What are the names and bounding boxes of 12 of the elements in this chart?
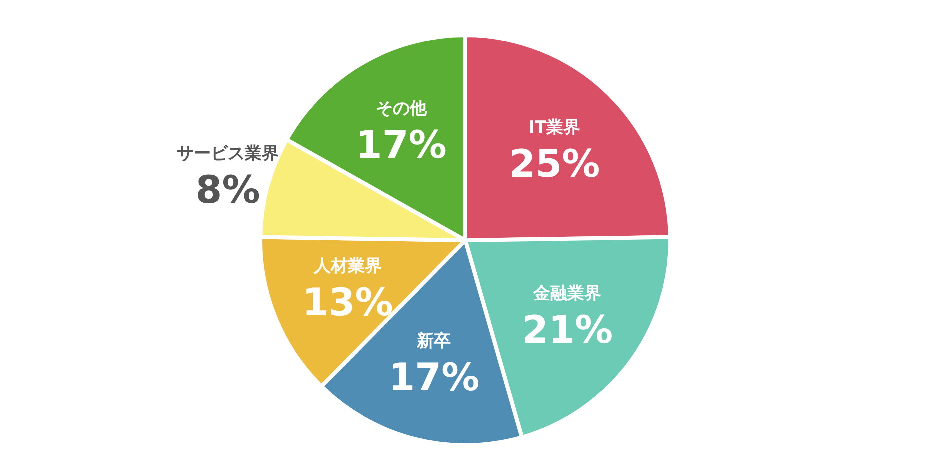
data-label: 17% (388, 356, 480, 400)
data-label: 17% (356, 122, 447, 167)
data-label: 21% (522, 308, 614, 352)
slice-label: 金融業界 (532, 284, 602, 304)
slice-label: 人材業界 (312, 256, 382, 277)
data-label: 13% (302, 280, 394, 325)
slice-label: IT業界 (528, 118, 581, 138)
slice-label: 新卒 (416, 332, 452, 352)
slice-label: サービス業界 (177, 144, 280, 164)
data-label: 25% (509, 142, 600, 186)
data-label: 8% (196, 168, 260, 212)
slice-label: その他 (376, 98, 428, 119)
